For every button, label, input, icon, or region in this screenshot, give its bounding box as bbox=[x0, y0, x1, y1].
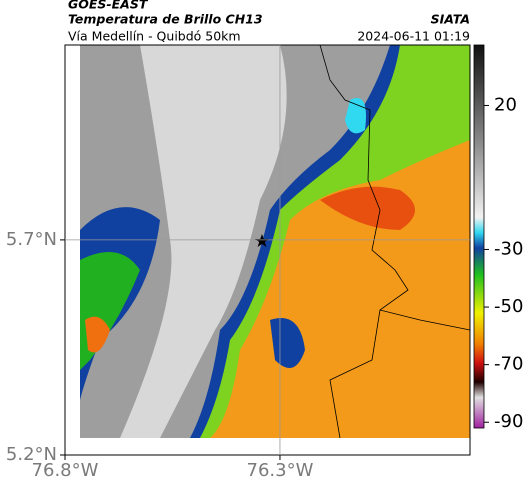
colorbar-label: -50 bbox=[494, 296, 523, 317]
colorbar bbox=[473, 44, 485, 429]
x-tick-label: 76.3°W bbox=[247, 460, 314, 481]
border bbox=[379, 309, 471, 331]
station-marker bbox=[255, 234, 269, 247]
map-frame bbox=[64, 44, 471, 456]
x-tick-label: 76.8°W bbox=[32, 460, 99, 481]
colorbar-label: -90 bbox=[494, 411, 523, 432]
y-tick-label: 5.7°N bbox=[6, 229, 57, 250]
colorbar-label: -30 bbox=[494, 238, 523, 259]
y-tick-label: 5.2°N bbox=[6, 444, 57, 465]
source: SIATA bbox=[431, 12, 470, 27]
colorbar-label: 20 bbox=[494, 94, 517, 115]
satellite: GOES-EAST bbox=[68, 0, 149, 12]
product: Temperatura de Brillo CH13 bbox=[68, 12, 263, 27]
satellite-image bbox=[80, 45, 470, 438]
colorbar-label: -70 bbox=[494, 354, 523, 375]
timestamp: 2024-06-11 01:19 bbox=[357, 29, 470, 44]
border bbox=[319, 44, 409, 439]
route: Vía Medellín - Quibdó 50km bbox=[68, 29, 241, 44]
